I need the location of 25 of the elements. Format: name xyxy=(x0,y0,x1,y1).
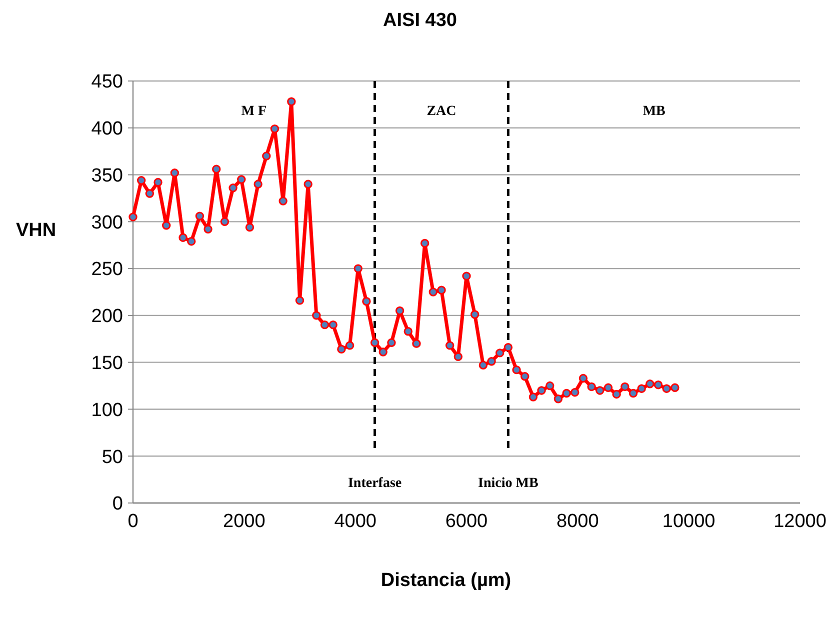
y-tick-label: 0 xyxy=(112,494,123,515)
x-tick-label: 2000 xyxy=(223,511,266,532)
chart-title: AISI 430 xyxy=(383,10,457,31)
x-tick-label: 8000 xyxy=(556,511,599,532)
x-tick-label: 4000 xyxy=(334,511,376,532)
y-tick-label: 200 xyxy=(91,306,123,328)
ref-line-label: Interfase xyxy=(348,476,402,491)
annotation: MB xyxy=(642,104,666,119)
y-tick-label: 400 xyxy=(91,118,123,140)
y-tick-label: 50 xyxy=(102,446,123,468)
y-tick-label: 250 xyxy=(91,259,123,280)
annotation: M F xyxy=(241,104,267,119)
ref-line-label: Inicio MB xyxy=(478,476,538,491)
annotation: ZAC xyxy=(426,104,456,119)
y-tick-label: 100 xyxy=(91,400,123,421)
y-tick-label: 150 xyxy=(91,352,123,374)
x-tick-label: 12000 xyxy=(774,511,826,532)
x-tick-label: 6000 xyxy=(445,511,488,532)
y-axis-title: VHN xyxy=(16,220,56,241)
y-tick-label: 450 xyxy=(91,72,123,93)
x-axis-title: Distancia (µm) xyxy=(380,570,512,591)
x-tick-label: 10000 xyxy=(662,511,716,532)
y-tick-label: 350 xyxy=(91,165,123,186)
x-tick-label: 0 xyxy=(128,511,138,532)
y-tick-label: 300 xyxy=(91,212,123,234)
